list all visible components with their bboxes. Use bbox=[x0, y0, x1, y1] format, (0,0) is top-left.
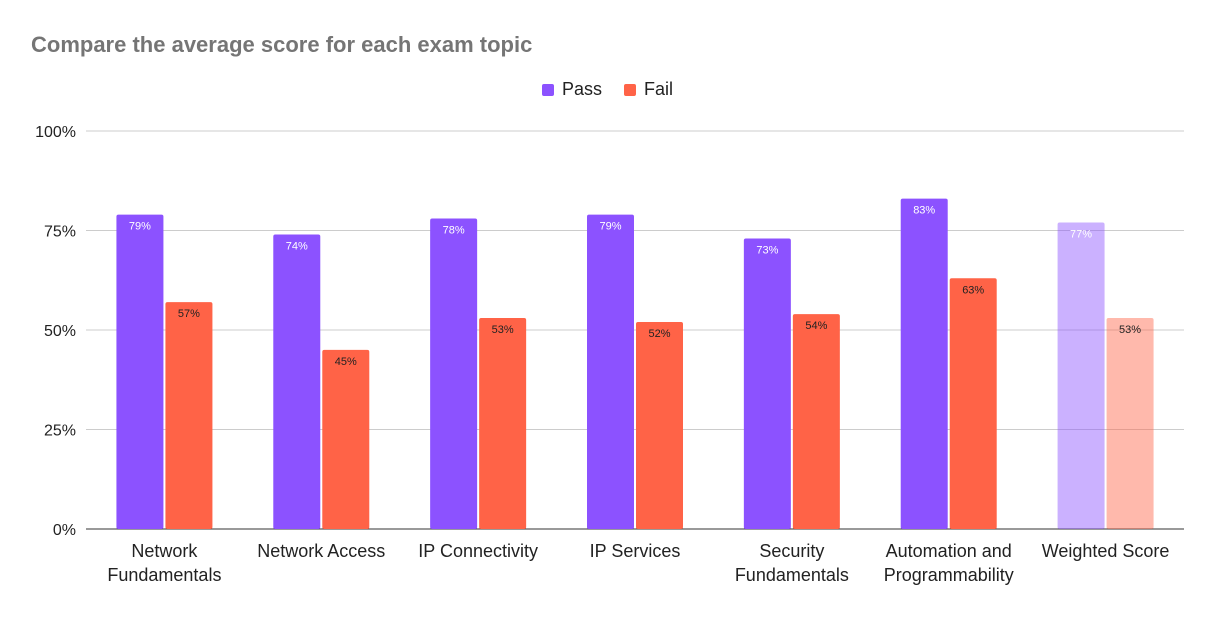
legend: Pass Fail bbox=[0, 79, 1215, 100]
bar-fail bbox=[165, 302, 213, 529]
bar-pass bbox=[430, 218, 478, 529]
x-tick-label: Programmability bbox=[884, 565, 1014, 585]
data-label-fail: 45% bbox=[335, 356, 357, 368]
x-tick-label: Weighted Score bbox=[1042, 541, 1170, 561]
x-tick-label: IP Services bbox=[590, 541, 681, 561]
bar-pass bbox=[900, 198, 948, 529]
data-label-pass: 79% bbox=[599, 221, 621, 233]
x-tick-label: Fundamentals bbox=[735, 565, 849, 585]
chart-title: Compare the average score for each exam … bbox=[31, 32, 533, 57]
bar-fail bbox=[949, 278, 997, 529]
data-label-fail: 54% bbox=[805, 320, 827, 332]
bar-fail bbox=[792, 314, 840, 529]
data-label-fail: 63% bbox=[962, 284, 984, 296]
y-tick-label: 0% bbox=[53, 522, 76, 539]
bar-fail bbox=[1106, 318, 1154, 529]
bar-pass bbox=[743, 238, 791, 529]
legend-label-pass: Pass bbox=[561, 79, 602, 99]
x-tick-label: Automation and bbox=[886, 541, 1012, 561]
data-label-pass: 83% bbox=[913, 205, 935, 217]
bar-pass bbox=[116, 214, 164, 529]
x-tick-label: Fundamentals bbox=[107, 565, 221, 585]
data-label-pass: 79% bbox=[129, 221, 151, 233]
y-tick-label: 100% bbox=[35, 124, 76, 141]
data-label-pass: 77% bbox=[1070, 229, 1092, 241]
x-tick-label: IP Connectivity bbox=[418, 541, 538, 561]
bar-pass bbox=[1057, 222, 1105, 530]
x-tick-label: Network Access bbox=[257, 541, 385, 561]
data-label-fail: 53% bbox=[492, 324, 514, 336]
x-tick-label: Network bbox=[131, 541, 198, 561]
data-label-pass: 73% bbox=[756, 244, 778, 256]
y-tick-label: 75% bbox=[44, 224, 76, 241]
legend-swatch-fail bbox=[624, 83, 636, 96]
x-tick-label: Security bbox=[759, 541, 824, 561]
legend-swatch-pass bbox=[541, 83, 554, 96]
legend-item-fail[interactable]: Fail bbox=[624, 79, 673, 100]
bar-fail bbox=[479, 318, 527, 529]
bar-fail bbox=[322, 349, 370, 529]
legend-item-pass[interactable]: Pass bbox=[541, 79, 602, 100]
data-label-fail: 57% bbox=[178, 308, 200, 320]
data-label-fail: 53% bbox=[1119, 324, 1141, 336]
legend-label-fail: Fail bbox=[644, 79, 674, 99]
bar-pass bbox=[587, 214, 634, 529]
data-label-fail: 52% bbox=[648, 328, 670, 340]
y-tick-label: 25% bbox=[44, 423, 76, 440]
bar-fail bbox=[636, 322, 683, 529]
bar-pass bbox=[273, 234, 321, 530]
y-tick-label: 50% bbox=[44, 323, 76, 340]
data-label-pass: 74% bbox=[286, 240, 308, 252]
data-label-pass: 78% bbox=[443, 225, 465, 237]
